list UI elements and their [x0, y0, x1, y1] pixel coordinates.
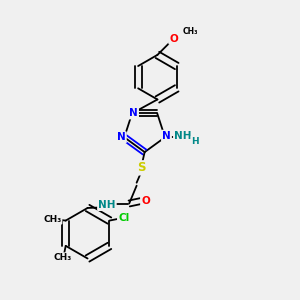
Text: N: N	[129, 108, 138, 118]
Text: O: O	[169, 34, 178, 44]
Text: CH₃: CH₃	[182, 27, 198, 36]
Text: Cl: Cl	[118, 213, 129, 223]
Text: S: S	[137, 161, 145, 174]
Text: NH: NH	[174, 131, 192, 141]
Text: NH: NH	[98, 200, 116, 210]
Text: CH₃: CH₃	[54, 253, 72, 262]
Text: H: H	[191, 137, 199, 146]
Text: N: N	[162, 131, 171, 141]
Text: O: O	[141, 196, 150, 206]
Text: CH₃: CH₃	[43, 214, 62, 224]
Text: N: N	[117, 132, 126, 142]
